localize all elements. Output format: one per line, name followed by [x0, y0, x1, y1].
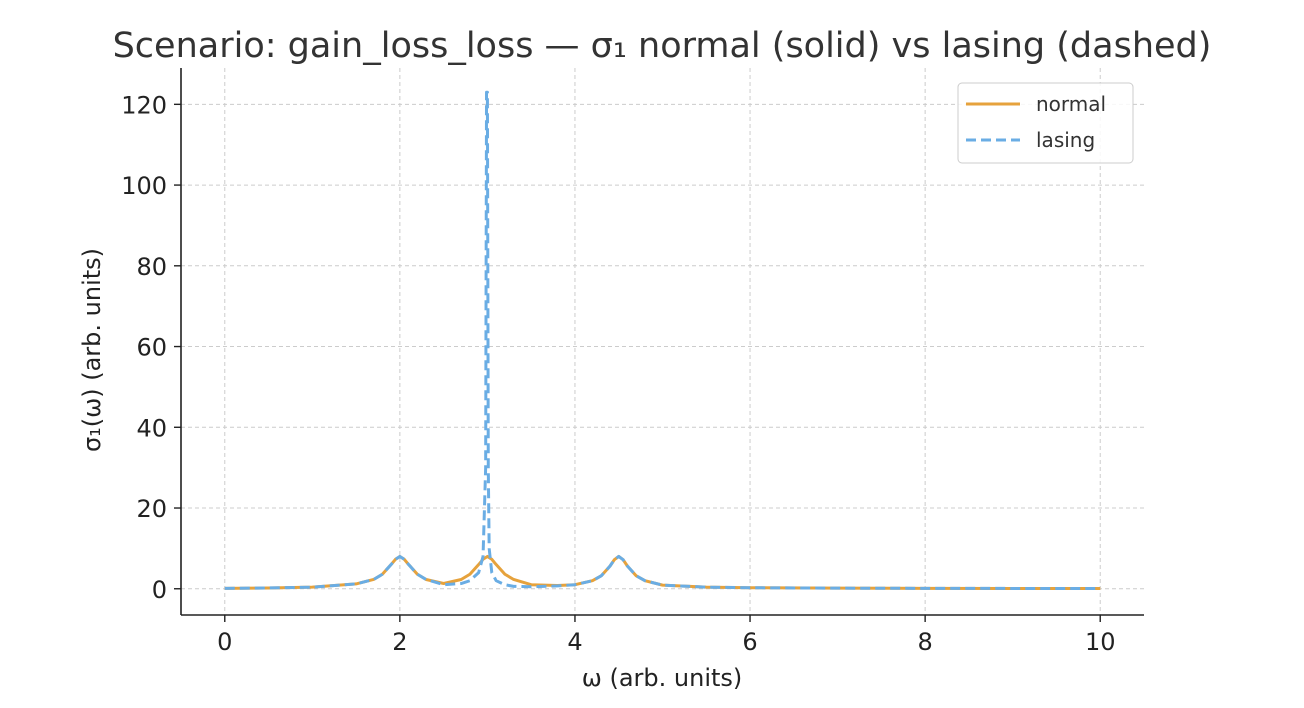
x-ticks: 0 2 4 6 8 10 — [217, 615, 1116, 656]
y-tick-label: 80 — [136, 253, 167, 281]
series-line-lasing — [224, 90, 1101, 591]
series-layer — [224, 90, 1101, 591]
y-tick-label: 20 — [136, 495, 167, 523]
legend-label-normal: normal — [1036, 92, 1106, 116]
x-tick-label: 10 — [1085, 628, 1116, 656]
y-axis-label: σ₁(ω) (arb. units) — [78, 248, 106, 452]
axes — [180, 68, 1144, 616]
y-tick-label: 40 — [136, 414, 167, 442]
x-tick-label: 6 — [742, 628, 757, 656]
x-tick-label: 4 — [567, 628, 582, 656]
y-tick-label: 60 — [136, 334, 167, 362]
legend-label-lasing: lasing — [1036, 128, 1095, 152]
y-tick-label: 0 — [152, 576, 167, 604]
legend: normal lasing — [957, 82, 1134, 164]
y-tick-label: 100 — [121, 172, 167, 200]
x-tick-label: 8 — [917, 628, 932, 656]
y-tick-label: 120 — [121, 91, 167, 119]
x-tick-label: 2 — [392, 628, 407, 656]
y-ticks: 0 20 40 60 80 100 120 — [121, 91, 181, 604]
x-tick-label: 0 — [217, 628, 232, 656]
series-line-normal — [224, 554, 1101, 591]
chart-title: Scenario: gain_loss_loss — σ₁ normal (so… — [113, 26, 1212, 66]
x-axis-label: ω (arb. units) — [582, 664, 743, 692]
